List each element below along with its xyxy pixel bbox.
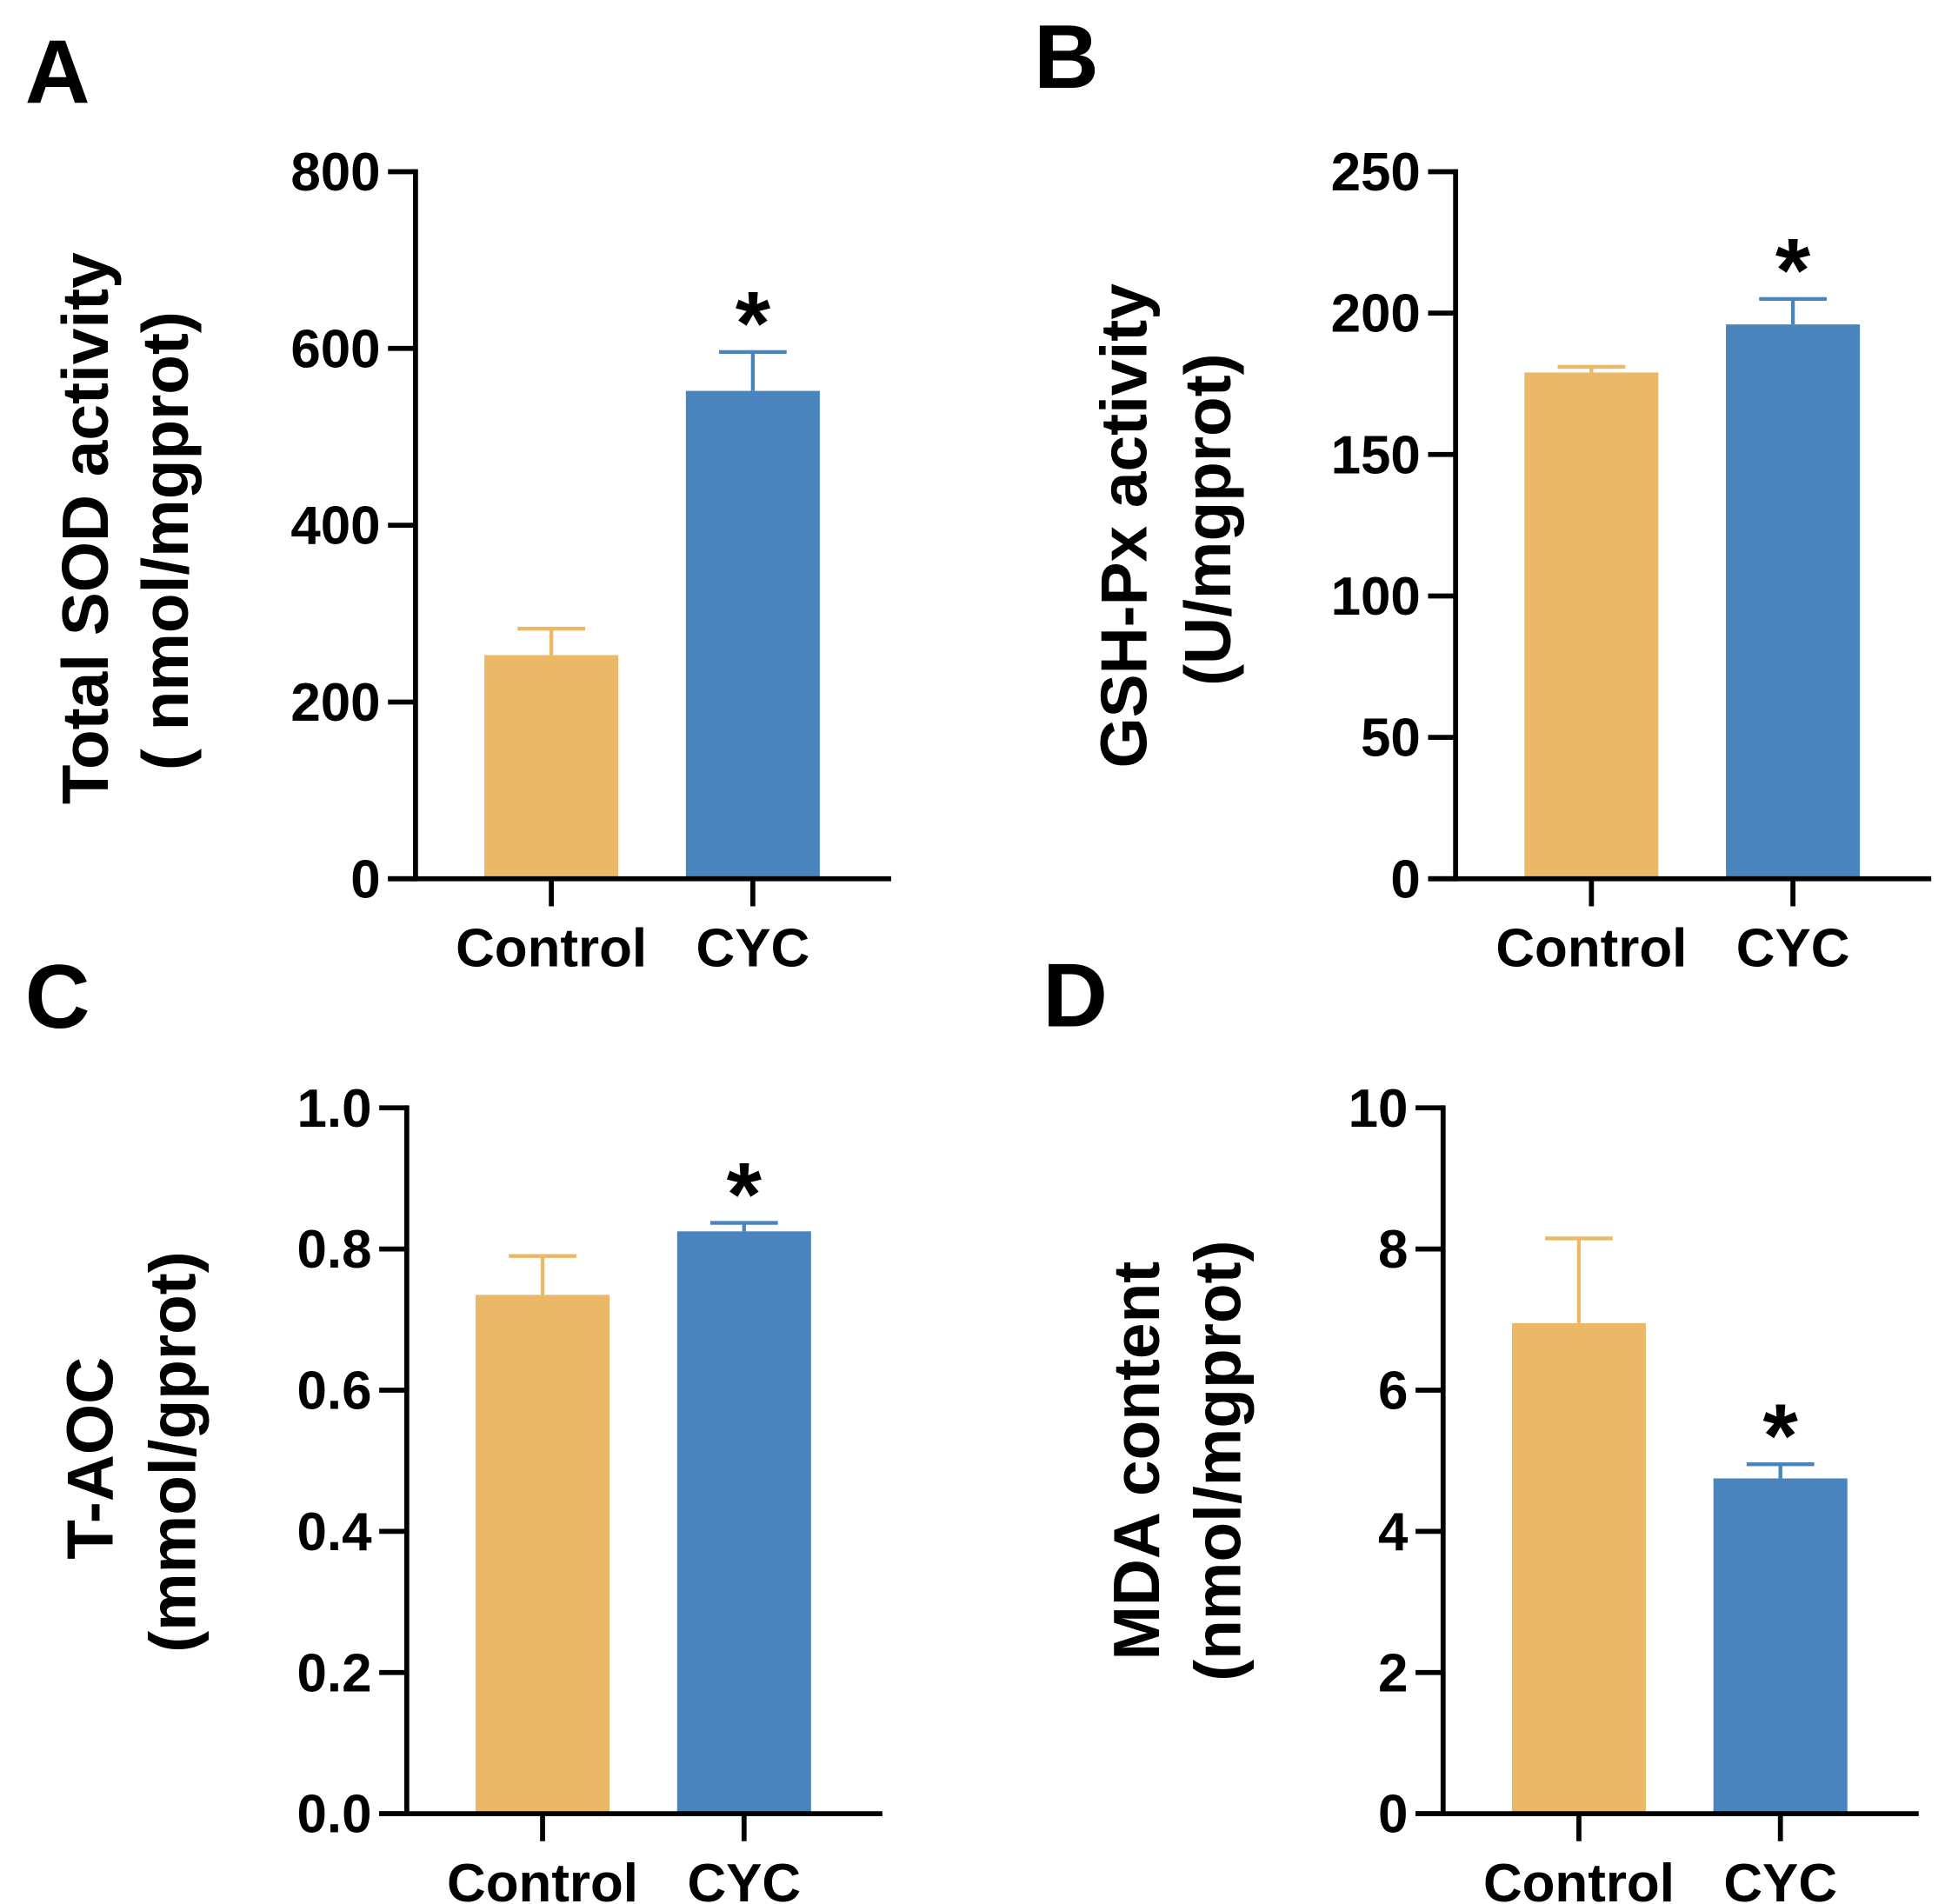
x-tick-label-cyc: CYC [687, 1854, 801, 1904]
bar-cyc [1713, 1478, 1848, 1814]
x-tick-label-control: Control [456, 919, 647, 979]
y-tick-label: 0.2 [297, 1643, 372, 1703]
significance-marker-cyc: * [1775, 220, 1811, 321]
y-axis-unit: (U/mgprot) [1171, 353, 1244, 685]
bar-cyc [676, 1231, 811, 1814]
panel-c: C T-AOC (mmol/gprot) Control * CYC 0.0 0.2 0.4 0.… [25, 946, 883, 1904]
y-tick-label: 4 [1378, 1502, 1409, 1562]
bar-control [1511, 1322, 1646, 1814]
panel-label: B [1034, 6, 1099, 107]
bar-control [1524, 372, 1659, 879]
bar-control [484, 655, 619, 879]
y-tick-label: 150 [1331, 425, 1421, 485]
x-tick-label-control: Control [447, 1854, 638, 1904]
y-tick-label: 100 [1331, 567, 1421, 627]
y-tick-label: 0.6 [297, 1361, 372, 1421]
y-tick-label: 0 [350, 849, 380, 909]
y-tick-label: 250 [1331, 143, 1421, 203]
significance-marker-cyc: * [727, 1143, 763, 1244]
y-axis-unit: (nmol/mgprot) [1182, 1241, 1255, 1681]
x-tick-label-cyc: CYC [696, 919, 810, 979]
y-tick-label: 400 [290, 496, 380, 556]
y-tick-label: 2 [1378, 1643, 1408, 1703]
bar-cyc [685, 390, 820, 879]
panel-label: A [25, 21, 90, 122]
x-tick-label-control: Control [1495, 919, 1687, 979]
y-tick-label: 200 [1331, 284, 1421, 344]
x-tick-label-control: Control [1483, 1854, 1675, 1904]
y-tick-label: 200 [290, 673, 380, 733]
y-tick-label: 800 [290, 143, 380, 203]
y-tick-label: 10 [1349, 1079, 1409, 1139]
panel-label: D [1042, 945, 1108, 1046]
y-axis-unit: ( nmol/mgprot) [129, 311, 202, 770]
panel-b: B GSH-Px activity (U/mgprot) Control * CYC 0 50… [1034, 6, 1932, 979]
y-tick-label: 0 [1378, 1785, 1408, 1845]
y-axis-title: T-AOC [54, 1357, 127, 1560]
y-axis-title: MDA content [1100, 1262, 1173, 1661]
bar-cyc [1726, 324, 1861, 879]
y-tick-label: 0.8 [297, 1220, 372, 1280]
significance-marker-cyc: * [736, 273, 771, 374]
bar-control [476, 1295, 610, 1814]
y-tick-label: 600 [290, 319, 380, 379]
panel-d: D MDA content (nmol/mgprot) Control * CYC 0 2 4 6… [1042, 945, 1919, 1904]
y-tick-label: 0.0 [297, 1785, 372, 1845]
y-tick-label: 0 [1390, 849, 1420, 909]
panel-label: C [25, 946, 90, 1047]
y-tick-label: 6 [1378, 1361, 1408, 1421]
x-tick-label-cyc: CYC [1723, 1854, 1837, 1904]
y-axis-title: GSH-Px activity [1088, 283, 1161, 769]
significance-marker-cyc: * [1763, 1385, 1799, 1486]
y-tick-label: 8 [1378, 1220, 1408, 1280]
y-axis-unit: (mmol/gprot) [137, 1251, 210, 1652]
y-tick-label: 1.0 [297, 1079, 372, 1139]
y-tick-label: 0.4 [297, 1502, 373, 1562]
y-axis-title: Total SOD activity [49, 252, 122, 804]
x-tick-label-cyc: CYC [1736, 919, 1850, 979]
panel-a: A Total SOD activity( nmol/mgprot) Control… [25, 21, 891, 979]
y-tick-label: 50 [1361, 709, 1421, 769]
